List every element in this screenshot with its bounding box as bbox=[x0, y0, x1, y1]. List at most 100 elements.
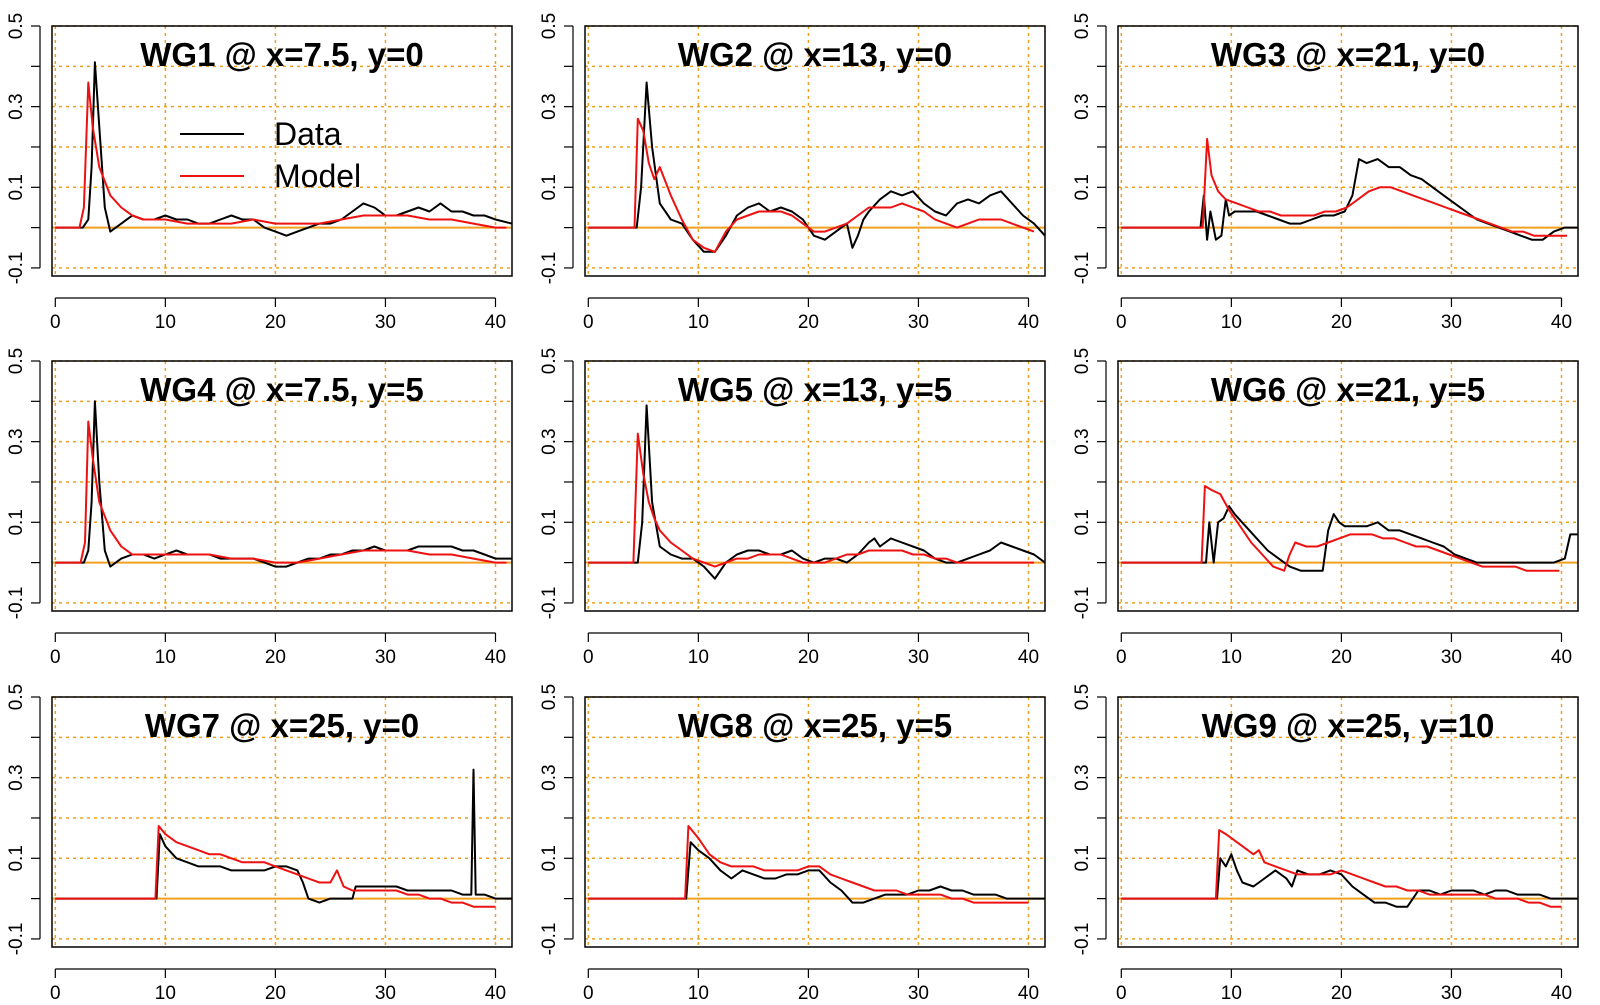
x-tick-label: 10 bbox=[155, 647, 176, 668]
x-tick-label: 0 bbox=[1116, 983, 1127, 1000]
panel-7: 0 10 20 30 40 -0.1 0.1 0.3 0.5 WG7 @ x=25, y=0 bbox=[6, 684, 513, 1004]
x-tick-label: 0 bbox=[583, 647, 594, 668]
y-tick-label: 0.5 bbox=[539, 13, 560, 39]
plot-frame bbox=[51, 25, 513, 277]
series-data-line bbox=[55, 61, 513, 237]
panel-9: 0 10 20 30 40 -0.1 0.1 0.3 0.5 WG9 @ x=25, y=10 bbox=[1072, 684, 1579, 1004]
plot-frame bbox=[584, 25, 1046, 277]
y-tick-label: 0.3 bbox=[539, 764, 560, 790]
series-model-line bbox=[55, 81, 507, 229]
y-tick-label: 0.5 bbox=[6, 13, 27, 39]
panel-5: 0 10 20 30 40 -0.1 0.1 0.3 0.5 WG5 @ x=13, y=5 bbox=[539, 348, 1046, 668]
y-tick-label: 0.5 bbox=[539, 348, 560, 374]
series-model-line bbox=[588, 117, 1035, 253]
y-tick-label: -0.1 bbox=[6, 252, 27, 285]
x-tick-label: 10 bbox=[1221, 312, 1242, 333]
x-tick-label: 30 bbox=[1441, 647, 1462, 668]
x-tick-label: 10 bbox=[688, 983, 709, 1000]
x-tick-label: 30 bbox=[375, 647, 396, 668]
y-tick-label: -0.1 bbox=[1072, 923, 1093, 956]
y-tick-label: 0.3 bbox=[6, 764, 27, 790]
y-tick-label: 0.3 bbox=[1072, 93, 1093, 119]
x-tick-label: 10 bbox=[688, 312, 709, 333]
y-tick-label: -0.1 bbox=[1072, 252, 1093, 285]
series-model-line bbox=[588, 825, 1029, 904]
x-tick-label: 30 bbox=[375, 312, 396, 333]
panel-2: 0 10 20 30 40 -0.1 0.1 0.3 0.5 WG2 @ x=13, y=0 bbox=[539, 13, 1046, 333]
x-tick-label: 40 bbox=[1018, 647, 1039, 668]
panel-6: 0 10 20 30 40 -0.1 0.1 0.3 0.5 WG6 @ x=21, y=5 bbox=[1072, 348, 1579, 668]
x-tick-label: 20 bbox=[1331, 983, 1352, 1000]
y-tick-label: -0.1 bbox=[539, 252, 560, 285]
x-tick-label: 20 bbox=[798, 983, 819, 1000]
y-tick-label: 0.3 bbox=[6, 93, 27, 119]
series-model-line bbox=[588, 432, 1034, 568]
y-tick-label: 0.1 bbox=[539, 845, 560, 871]
series-data-line bbox=[588, 404, 1046, 580]
x-tick-label: 40 bbox=[485, 647, 506, 668]
y-tick-label: 0.5 bbox=[1072, 13, 1093, 39]
y-tick-label: 0.5 bbox=[6, 348, 27, 374]
series-model-line bbox=[55, 420, 507, 564]
y-tick-label: 0.1 bbox=[6, 845, 27, 871]
x-tick-label: 20 bbox=[1331, 647, 1352, 668]
plot-frame bbox=[51, 360, 513, 612]
plot-frame bbox=[1117, 25, 1579, 277]
panel-title: WG6 @ x=21, y=5 bbox=[1211, 371, 1485, 408]
y-tick-label: 0.3 bbox=[6, 428, 27, 454]
y-tick-label: 0.5 bbox=[1072, 348, 1093, 374]
panel-title: WG3 @ x=21, y=0 bbox=[1211, 36, 1485, 73]
series-data-line bbox=[1121, 853, 1578, 908]
y-tick-label: 0.5 bbox=[1072, 684, 1093, 710]
x-tick-label: 30 bbox=[908, 312, 929, 333]
panel-title: WG8 @ x=25, y=5 bbox=[678, 707, 952, 744]
series-data-line bbox=[55, 768, 512, 904]
x-tick-label: 10 bbox=[155, 312, 176, 333]
x-tick-label: 10 bbox=[688, 647, 709, 668]
series-data-line bbox=[55, 400, 512, 568]
x-tick-label: 40 bbox=[1018, 983, 1039, 1000]
x-tick-label: 0 bbox=[50, 647, 61, 668]
x-tick-label: 0 bbox=[50, 983, 61, 1000]
x-tick-label: 20 bbox=[798, 312, 819, 333]
y-tick-label: 0.3 bbox=[539, 93, 560, 119]
x-tick-label: 10 bbox=[1221, 983, 1242, 1000]
panel-title: WG7 @ x=25, y=0 bbox=[145, 707, 419, 744]
x-tick-label: 30 bbox=[375, 983, 396, 1000]
x-tick-label: 10 bbox=[1221, 647, 1242, 668]
x-tick-label: 40 bbox=[485, 312, 506, 333]
series-model-line bbox=[1121, 829, 1562, 908]
y-tick-label: -0.1 bbox=[539, 923, 560, 956]
panel-3: 0 10 20 30 40 -0.1 0.1 0.3 0.5 WG3 @ x=21, y=0 bbox=[1072, 13, 1579, 333]
panel-title: WG2 @ x=13, y=0 bbox=[678, 36, 952, 73]
x-tick-label: 30 bbox=[908, 647, 929, 668]
x-tick-label: 30 bbox=[1441, 983, 1462, 1000]
y-tick-label: -0.1 bbox=[539, 587, 560, 620]
y-tick-label: 0.3 bbox=[539, 428, 560, 454]
series-model-line bbox=[1121, 485, 1560, 572]
x-tick-label: 20 bbox=[265, 983, 286, 1000]
series-model-line bbox=[55, 825, 496, 908]
plot-frame bbox=[584, 696, 1046, 948]
x-tick-label: 0 bbox=[1116, 312, 1127, 333]
legend-label-model: Model bbox=[274, 158, 361, 194]
x-tick-label: 30 bbox=[1441, 312, 1462, 333]
x-tick-label: 30 bbox=[908, 983, 929, 1000]
legend-label-data: Data bbox=[274, 116, 342, 152]
x-tick-label: 20 bbox=[265, 312, 286, 333]
x-tick-label: 20 bbox=[798, 647, 819, 668]
y-tick-label: 0.3 bbox=[1072, 764, 1093, 790]
x-tick-label: 0 bbox=[50, 312, 61, 333]
y-tick-label: 0.3 bbox=[1072, 428, 1093, 454]
panel-title: WG4 @ x=7.5, y=5 bbox=[140, 371, 424, 408]
x-tick-label: 40 bbox=[1551, 983, 1572, 1000]
panel-title: WG1 @ x=7.5, y=0 bbox=[140, 36, 424, 73]
y-tick-label: -0.1 bbox=[1072, 587, 1093, 620]
legend: Data Model bbox=[180, 116, 361, 194]
panel-8: 0 10 20 30 40 -0.1 0.1 0.3 0.5 WG8 @ x=25, y=5 bbox=[539, 684, 1046, 1004]
plot-frame bbox=[1117, 696, 1579, 948]
series-model-line bbox=[1121, 137, 1567, 237]
x-tick-label: 40 bbox=[1551, 647, 1572, 668]
